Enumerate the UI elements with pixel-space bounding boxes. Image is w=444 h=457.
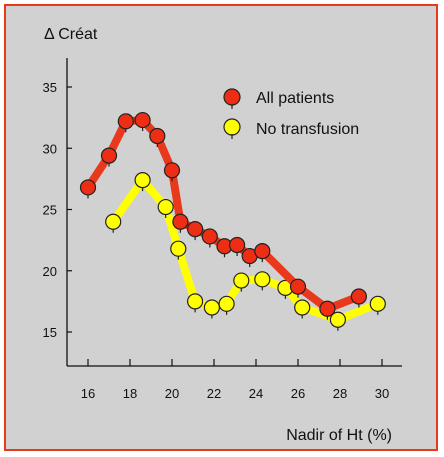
x-tick-label: 16 xyxy=(81,386,95,401)
data-point-all-patients xyxy=(319,300,336,317)
data-point-no-transfusion xyxy=(254,271,271,288)
data-point-no-transfusion xyxy=(233,272,250,289)
x-axis-title: Nadir of Ht (%) xyxy=(286,427,392,444)
series-layer xyxy=(79,111,386,331)
data-point-all-patients xyxy=(172,213,189,230)
data-point-no-transfusion xyxy=(218,295,235,312)
y-tick-label: 25 xyxy=(43,203,57,218)
series-all-patients xyxy=(79,111,367,320)
legend: All patients No transfusion xyxy=(223,88,359,139)
data-point-no-transfusion xyxy=(294,299,311,316)
y-axis-title: Δ Créat xyxy=(44,26,98,43)
data-point-all-patients xyxy=(289,278,307,295)
data-point-no-transfusion xyxy=(157,198,174,216)
y-tick-label: 20 xyxy=(43,264,57,279)
data-point-all-patients xyxy=(100,147,118,164)
data-point-all-patients xyxy=(350,288,367,305)
data-point-all-patients xyxy=(229,236,246,254)
data-point-all-patients xyxy=(163,162,181,179)
data-point-no-transfusion xyxy=(105,213,122,230)
x-tick-label: 22 xyxy=(207,386,221,401)
data-point-all-patients xyxy=(201,228,218,245)
y-tick-label: 15 xyxy=(43,325,57,340)
y-tick-label: 35 xyxy=(43,80,57,95)
data-point-all-patients xyxy=(117,113,134,130)
x-tick-label: 28 xyxy=(333,386,347,401)
series-no-transfusion xyxy=(105,172,386,331)
legend-marker-no-transfusion xyxy=(223,118,241,136)
x-tick-label: 20 xyxy=(165,386,179,401)
data-point-no-transfusion xyxy=(134,172,151,189)
x-tick-label: 26 xyxy=(291,386,305,401)
data-point-all-patients xyxy=(254,243,271,260)
x-tick-label: 24 xyxy=(249,386,263,401)
legend-label-all-patients: All patients xyxy=(256,90,334,107)
x-tick-label: 30 xyxy=(375,386,389,401)
data-point-all-patients xyxy=(79,179,97,196)
data-point-no-transfusion xyxy=(329,311,346,328)
legend-label-no-transfusion: No transfusion xyxy=(256,121,359,138)
data-point-no-transfusion xyxy=(203,299,220,316)
series-line-all-patients xyxy=(84,116,363,313)
data-point-all-patients xyxy=(149,127,166,145)
chart-frame xyxy=(4,4,438,451)
data-point-all-patients xyxy=(187,221,204,238)
legend-marker-all-patients xyxy=(223,88,241,106)
y-tick-label: 30 xyxy=(43,141,57,156)
data-point-no-transfusion xyxy=(170,240,187,257)
axes: 15 20 25 30 35 16 18 20 22 24 26 28 30 xyxy=(43,58,402,401)
data-point-no-transfusion xyxy=(369,295,386,312)
x-tick-label: 18 xyxy=(123,386,137,401)
data-point-all-patients xyxy=(134,111,151,129)
data-point-no-transfusion xyxy=(187,293,204,310)
